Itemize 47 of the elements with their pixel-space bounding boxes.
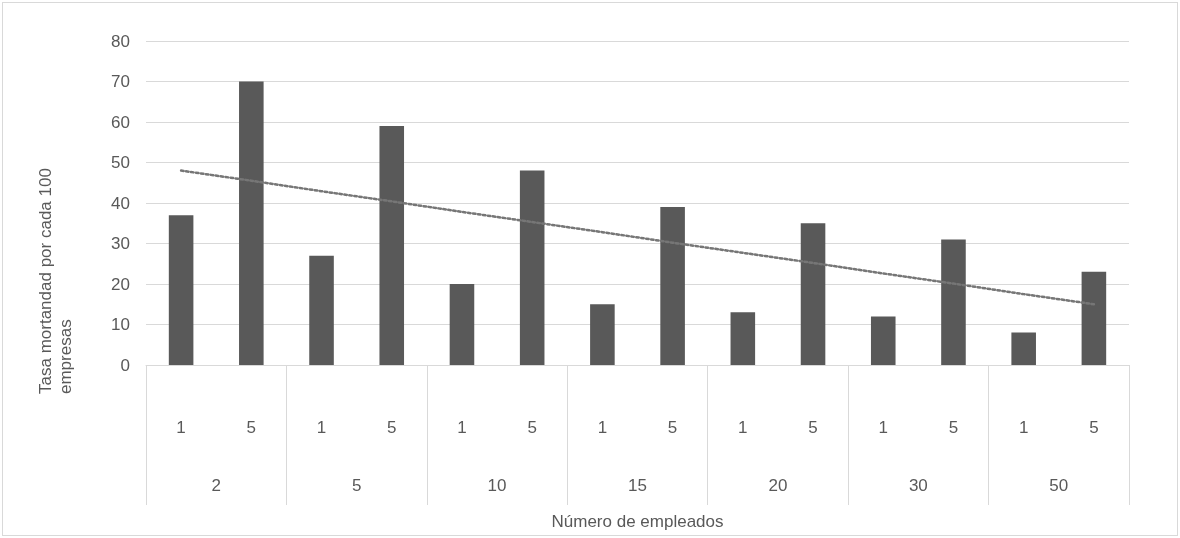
text: 15 (628, 475, 647, 495)
x-tick-label: 1 (316, 418, 327, 437)
x-tick-label: 5 (246, 418, 257, 437)
y-tick-label: 0 (120, 355, 130, 375)
bar (730, 312, 756, 365)
text: 30 (908, 475, 928, 495)
bar (379, 126, 405, 365)
bar (168, 215, 194, 365)
bar (1011, 332, 1036, 365)
bar (870, 316, 896, 365)
y-tick-label: 80 (111, 31, 130, 51)
x-tick-label: 5 (667, 418, 678, 437)
x-tick-label: 5 (1089, 418, 1099, 437)
x-tick-label: 5 (808, 418, 818, 437)
y-tick-label: 60 (111, 112, 130, 132)
text: 10 (487, 475, 507, 495)
text: 20 (768, 475, 788, 495)
bar (1081, 271, 1107, 365)
text: 5 (351, 475, 362, 495)
x-tick-label: 1 (1018, 418, 1029, 437)
y-tick-label: 50 (111, 153, 130, 172)
y-tick-label: 10 (111, 315, 130, 334)
bar (239, 81, 264, 365)
x-tick-label: 1 (738, 418, 748, 437)
y-tick-label: 40 (111, 193, 130, 213)
bar (590, 304, 615, 365)
bar (519, 170, 545, 365)
text: 2 (211, 475, 221, 495)
x-tick-label: 1 (176, 418, 186, 437)
x-tick-label: 5 (387, 418, 397, 437)
x-tick-label: 1 (457, 418, 467, 437)
text: 50 (1049, 475, 1069, 495)
y-tick-label: 30 (111, 234, 130, 253)
x-axis-title: Número de empleados (551, 512, 724, 531)
x-tick-label: 1 (878, 418, 888, 437)
y-tick-label: 70 (111, 72, 130, 91)
bar (309, 255, 334, 365)
bar (449, 284, 475, 365)
bar (800, 223, 826, 365)
bar (941, 239, 966, 365)
x-tick-label: 1 (597, 418, 608, 437)
line-series (179, 169, 1096, 306)
y-tick-label: 20 (111, 274, 130, 294)
y-axis-title: Tasa mortandad por cada 100 empresas (35, 163, 75, 394)
bar (660, 207, 685, 365)
x-tick-label: 5 (527, 418, 537, 437)
x-tick-label: 5 (948, 418, 959, 437)
